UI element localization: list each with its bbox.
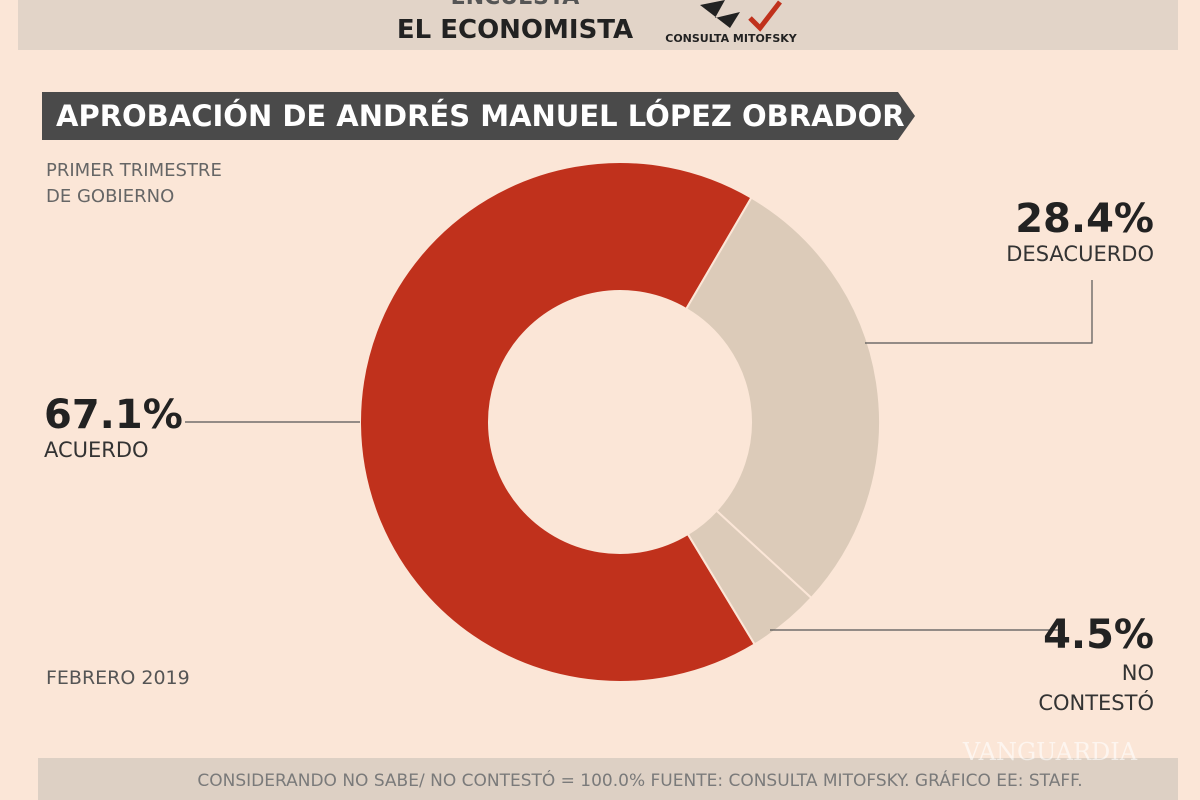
label-group: 28.4% DESACUERDO: [1006, 196, 1154, 266]
subtitle-line: PRIMER TRIMESTRE: [46, 160, 222, 181]
subtitle-line: DE GOBIERNO: [46, 186, 174, 207]
donut-slice: [686, 509, 813, 646]
category-label: NO CONTESTÓ: [1038, 661, 1154, 715]
label-group: 4.5% NO CONTESTÓ: [1014, 612, 1154, 718]
donut-slice: [684, 196, 881, 600]
donut-slice: [359, 161, 757, 683]
logo-icon: [700, 0, 740, 28]
header-band: [18, 0, 1178, 50]
survey-label: ENCUESTA: [451, 0, 580, 10]
footer-band: [38, 758, 1178, 800]
leader-line: [865, 280, 1093, 344]
value-label: 28.4%: [1015, 196, 1154, 242]
label-group: 67.1% ACUERDO: [44, 392, 183, 462]
footer-note: CONSIDERANDO NO SABE/ NO CONTESTÓ = 100.…: [197, 769, 1082, 791]
value-label: 4.5%: [1043, 612, 1154, 658]
value-label: 67.1%: [44, 392, 183, 438]
chart-title: APROBACIÓN DE ANDRÉS MANUEL LÓPEZ OBRADO…: [56, 99, 905, 133]
title-bar: [42, 92, 915, 140]
category-label: DESACUERDO: [1006, 242, 1154, 266]
logo-text: CONSULTA MITOFSKY: [665, 32, 798, 45]
outlet-name: EL ECONOMISTA: [397, 15, 633, 45]
category-label: ACUERDO: [44, 438, 149, 462]
logo-check: [748, 0, 782, 32]
watermark: VANGUARDIA: [962, 738, 1138, 766]
date-label: FEBRERO 2019: [46, 667, 190, 689]
